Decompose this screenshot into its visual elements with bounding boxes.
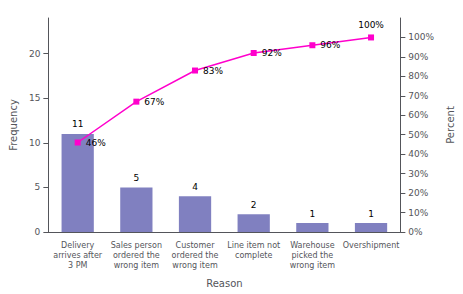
svg-text:4: 4 bbox=[192, 182, 198, 192]
svg-text:wrong item: wrong item bbox=[172, 261, 218, 270]
svg-text:50%: 50% bbox=[408, 130, 428, 140]
svg-text:30%: 30% bbox=[408, 169, 428, 179]
svg-text:wrong item: wrong item bbox=[114, 261, 160, 270]
svg-text:Percent: Percent bbox=[445, 106, 456, 144]
svg-text:Line item not: Line item not bbox=[227, 241, 280, 250]
svg-text:96%: 96% bbox=[320, 40, 340, 50]
svg-text:46%: 46% bbox=[86, 138, 106, 148]
svg-text:67%: 67% bbox=[144, 97, 164, 107]
svg-text:3 PM: 3 PM bbox=[68, 261, 87, 270]
svg-text:ordered the: ordered the bbox=[113, 251, 160, 260]
svg-text:90%: 90% bbox=[408, 52, 428, 62]
svg-text:70%: 70% bbox=[408, 91, 428, 101]
svg-text:Sales person: Sales person bbox=[111, 241, 162, 250]
svg-text:60%: 60% bbox=[408, 110, 428, 120]
svg-text:11: 11 bbox=[72, 119, 83, 129]
svg-text:40%: 40% bbox=[408, 149, 428, 159]
svg-text:Warehouse: Warehouse bbox=[290, 241, 335, 250]
svg-text:5: 5 bbox=[35, 182, 41, 192]
svg-text:20: 20 bbox=[29, 49, 41, 59]
svg-text:wrong item: wrong item bbox=[290, 261, 336, 270]
svg-text:10%: 10% bbox=[408, 208, 428, 218]
svg-text:83%: 83% bbox=[203, 66, 223, 76]
svg-text:92%: 92% bbox=[262, 48, 282, 58]
svg-text:Frequency: Frequency bbox=[8, 99, 19, 151]
svg-text:Reason: Reason bbox=[206, 278, 242, 289]
svg-text:Customer: Customer bbox=[176, 241, 216, 250]
svg-text:10: 10 bbox=[29, 138, 41, 148]
svg-text:20%: 20% bbox=[408, 188, 428, 198]
svg-text:5: 5 bbox=[133, 173, 139, 183]
svg-text:100%: 100% bbox=[408, 32, 434, 42]
svg-text:0%: 0% bbox=[408, 227, 423, 237]
svg-text:Overshipment: Overshipment bbox=[343, 241, 400, 250]
svg-text:picked the: picked the bbox=[292, 251, 334, 260]
svg-text:ordered the: ordered the bbox=[172, 251, 219, 260]
svg-text:2: 2 bbox=[251, 200, 257, 210]
svg-text:1: 1 bbox=[309, 209, 315, 219]
svg-text:complete: complete bbox=[235, 251, 272, 260]
svg-text:arrives after: arrives after bbox=[53, 251, 103, 260]
svg-text:1: 1 bbox=[368, 209, 374, 219]
svg-text:15: 15 bbox=[29, 93, 40, 103]
svg-text:80%: 80% bbox=[408, 71, 428, 81]
svg-text:100%: 100% bbox=[358, 20, 384, 30]
svg-text:0: 0 bbox=[35, 227, 41, 237]
svg-text:Delivery: Delivery bbox=[61, 241, 94, 250]
